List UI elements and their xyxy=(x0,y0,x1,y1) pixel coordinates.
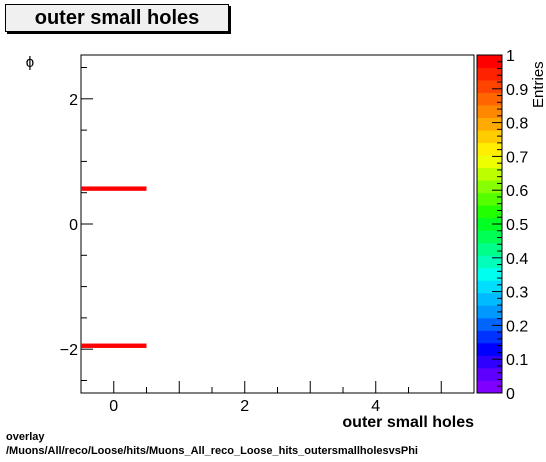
colorbar-tick-label: 0.5 xyxy=(506,217,528,234)
colorbar-band xyxy=(477,55,502,68)
heatmap-cell-2 xyxy=(81,343,147,348)
chart-title: outer small holes xyxy=(5,4,229,32)
colorbar-tick-label: 0.2 xyxy=(506,318,528,335)
colorbar-band xyxy=(477,267,502,281)
colorbar-band xyxy=(477,380,502,394)
colorbar-band xyxy=(477,117,502,131)
colorbar-band xyxy=(477,330,502,344)
colorbar-band xyxy=(477,242,502,256)
colorbar-tick-label: 1 xyxy=(506,48,515,65)
x-tick-label: 2 xyxy=(240,398,249,415)
y-tick-label: −2 xyxy=(60,342,78,359)
colorbar-band xyxy=(477,342,502,356)
colorbar-band xyxy=(477,167,502,181)
y-axis-label: ϕ xyxy=(26,54,34,71)
heatmap-cells xyxy=(81,186,147,348)
footer-overlay: overlay xyxy=(6,431,45,443)
colorbar-band xyxy=(477,105,502,118)
colorbar-band xyxy=(477,280,502,294)
colorbar-band xyxy=(477,217,502,231)
colorbar-label: Entries xyxy=(530,61,546,108)
colorbar-band xyxy=(477,80,502,93)
colorbar: 0 0.1 0.2 0.3 0.4 0.5 0.6 0.7 0.8 0.9 1 xyxy=(476,48,528,403)
colorbar-tick-label: 0 xyxy=(506,386,515,403)
colorbar-band xyxy=(477,67,502,81)
x-tick-label: 0 xyxy=(109,398,118,415)
colorbar-band xyxy=(477,292,502,306)
colorbar-tick-label: 0.4 xyxy=(506,251,528,268)
x-axis-label: outer small holes xyxy=(342,414,474,431)
colorbar-band xyxy=(477,92,502,106)
colorbar-band xyxy=(477,355,502,369)
colorbar-tick-label: 0.1 xyxy=(506,352,528,369)
colorbar-tick-label: 0.6 xyxy=(506,183,528,200)
colorbar-tick-label: 0.3 xyxy=(506,285,528,302)
y-tick-label: 0 xyxy=(69,217,78,234)
y-tick-label: 2 xyxy=(69,92,78,109)
footer-path: /Muons/All/reco/Loose/hits/Muons_All_rec… xyxy=(6,445,418,457)
x-tick-label: 4 xyxy=(371,398,380,415)
colorbar-band xyxy=(477,305,502,319)
colorbar-band xyxy=(477,142,502,156)
y-axis: −2 0 2 xyxy=(60,67,93,381)
colorbar-band xyxy=(477,367,502,381)
colorbar-tick-label: 0.8 xyxy=(506,116,528,133)
colorbar-band xyxy=(477,317,502,331)
colorbar-tick-label: 0.7 xyxy=(506,149,528,166)
colorbar-band xyxy=(477,192,502,206)
heatmap-cell-1 xyxy=(81,186,147,191)
colorbar-tick-label: 0.9 xyxy=(506,82,528,99)
colorbar-band xyxy=(477,155,502,169)
colorbar-band xyxy=(477,205,502,219)
plot-frame xyxy=(80,54,475,394)
colorbar-band xyxy=(477,255,502,269)
colorbar-band xyxy=(477,130,502,144)
colorbar-band xyxy=(477,230,502,244)
colorbar-band xyxy=(477,180,502,194)
x-axis: 0 2 4 xyxy=(109,381,442,415)
